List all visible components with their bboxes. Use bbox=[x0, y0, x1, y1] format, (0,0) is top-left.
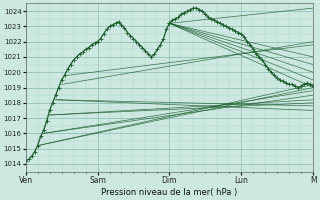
X-axis label: Pression niveau de la mer( hPa ): Pression niveau de la mer( hPa ) bbox=[101, 188, 237, 197]
